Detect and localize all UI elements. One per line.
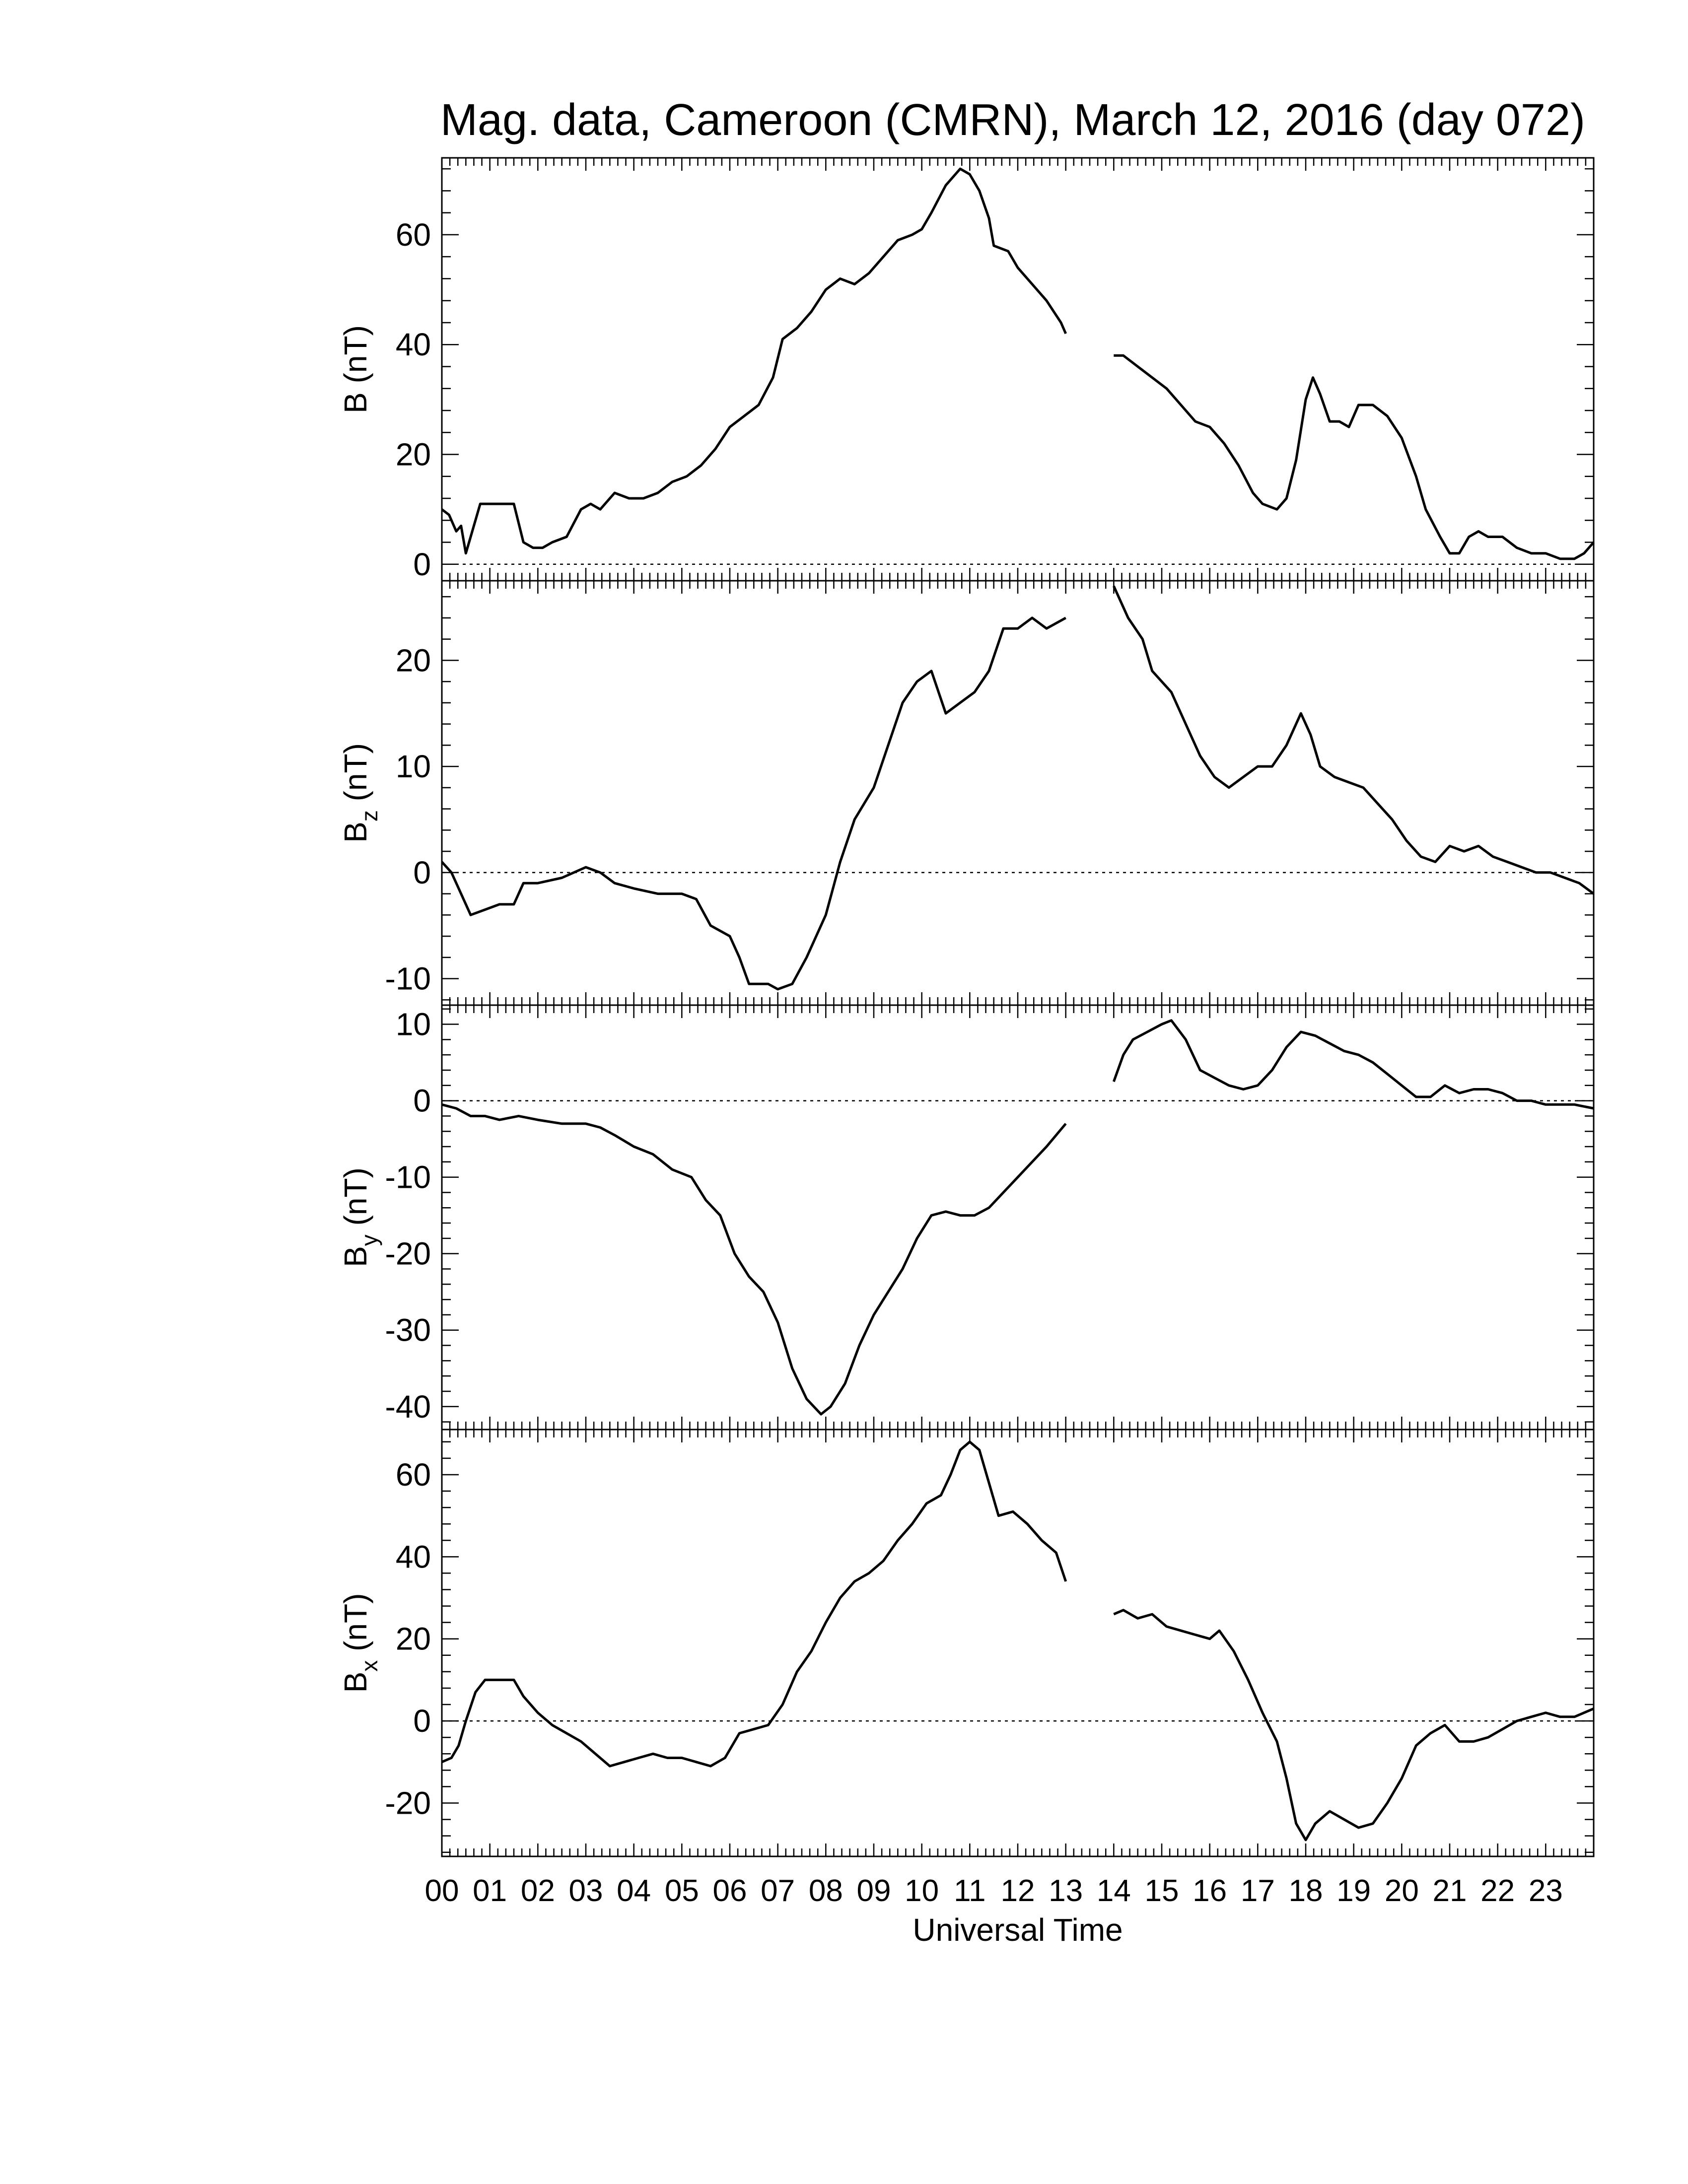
- y-tick-label: -20: [385, 1785, 431, 1821]
- x-minor-ticks: [441, 1430, 1595, 1856]
- x-tick-label: 18: [1289, 1874, 1323, 1908]
- y-tick-label: 20: [396, 437, 431, 473]
- x-tick-label: 06: [713, 1874, 747, 1908]
- panel-By: -40 -30 -20 -10 0 10 By (nT): [338, 1004, 1595, 1431]
- series-line-Bz: [1113, 585, 1595, 895]
- x-tick-label: 11: [954, 1874, 985, 1908]
- panel-Bz: -10 0 10 20 Bz (nT): [338, 580, 1595, 1006]
- y-tick-label: 10: [396, 1007, 431, 1042]
- series-line-By: [1112, 1019, 1594, 1110]
- y-axis-label: B (nT): [338, 325, 373, 413]
- panel-Bx: -20 0 20 40 60 Bx (nT): [338, 1429, 1595, 1857]
- y-tick-label: -10: [385, 1160, 431, 1195]
- y-tick-label: 0: [413, 1703, 431, 1739]
- series-line-B: [1114, 354, 1595, 560]
- y-tick-label: -20: [385, 1236, 431, 1272]
- x-tick-label: 13: [1049, 1874, 1083, 1908]
- series-line-Bz: [441, 616, 1066, 991]
- x-tick-label: 05: [665, 1874, 699, 1908]
- x-tick-labels: 00 01 02 03 04 05 06 07 08 09 10 11 12 13 14 15 16 17 18 19…: [425, 1874, 1563, 1908]
- panel-frame: [441, 580, 1595, 1006]
- series-line-Bx: [441, 1440, 1067, 1768]
- y-tick-label: 20: [396, 1621, 431, 1657]
- x-tick-label: 15: [1145, 1874, 1179, 1908]
- x-tick-label: 07: [761, 1874, 795, 1908]
- series-line-Bx: [1113, 1609, 1594, 1842]
- x-tick-label: 20: [1385, 1874, 1419, 1908]
- x-tick-label: 08: [809, 1874, 843, 1908]
- chart-title: Mag. data, Cameroon (CMRN), March 12, 20…: [440, 95, 1585, 145]
- series-line-B: [441, 167, 1067, 555]
- y-tick-label: 0: [413, 1083, 431, 1119]
- x-tick-label: 02: [521, 1874, 555, 1908]
- x-tick-label: 14: [1097, 1874, 1131, 1908]
- x-minor-ticks: [441, 1005, 1595, 1430]
- x-tick-label: 09: [857, 1874, 891, 1908]
- x-tick-label: 21: [1433, 1874, 1467, 1908]
- y-tick-label: 0: [413, 855, 431, 890]
- panel-frame: [441, 1004, 1595, 1431]
- panels-group: 0 20 40 60 B (nT) -10 0 10 20 Bz (nT) -40 -30 -20 -10…: [338, 157, 1595, 1857]
- x-tick-label: 19: [1336, 1874, 1371, 1908]
- x-tick-label: 23: [1529, 1874, 1563, 1908]
- x-tick-label: 16: [1193, 1874, 1227, 1908]
- series-line-By: [441, 1103, 1067, 1416]
- x-tick-label: 01: [473, 1874, 507, 1908]
- x-tick-label: 04: [617, 1874, 651, 1908]
- y-tick-label: 10: [396, 749, 431, 784]
- x-tick-label: 22: [1480, 1874, 1515, 1908]
- y-tick-label: -30: [385, 1312, 431, 1348]
- y-tick-label: -10: [385, 961, 431, 997]
- x-tick-label: 10: [905, 1874, 939, 1908]
- x-axis-label: Universal Time: [913, 1912, 1123, 1948]
- panel-frame: [441, 1429, 1595, 1857]
- y-tick-label: 0: [413, 546, 431, 582]
- y-axis-label: Bz (nT): [338, 743, 382, 843]
- x-tick-label: 03: [569, 1874, 603, 1908]
- x-minor-ticks: [441, 581, 1595, 1005]
- x-minor-ticks: [441, 158, 1595, 581]
- y-axis-label: Bx (nT): [338, 1593, 382, 1693]
- y-tick-label: -40: [385, 1389, 431, 1425]
- x-tick-label: 12: [1001, 1874, 1035, 1908]
- x-tick-label: 17: [1241, 1874, 1275, 1908]
- x-tick-label: 00: [425, 1874, 459, 1908]
- y-tick-label: 40: [396, 1539, 431, 1574]
- y-tick-label: 40: [396, 327, 431, 362]
- y-tick-label: 60: [396, 217, 431, 253]
- y-axis-label: By (nT): [338, 1167, 382, 1267]
- panel-frame: [441, 157, 1595, 582]
- y-tick-label: 20: [396, 642, 431, 678]
- panel-B: 0 20 40 60 B (nT): [338, 157, 1595, 582]
- y-tick-label: 60: [396, 1457, 431, 1493]
